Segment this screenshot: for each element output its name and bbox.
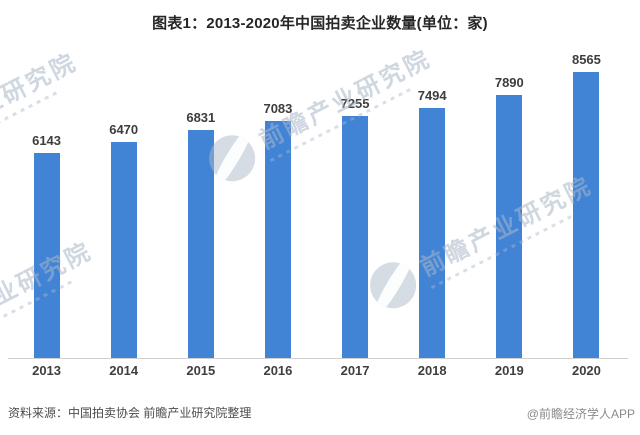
credit-note: @前瞻经济学人APP (526, 407, 635, 421)
bar-column: 8565 (548, 52, 625, 358)
bar-column: 7890 (471, 75, 548, 358)
bar (264, 121, 291, 358)
bar-value-label: 6143 (32, 133, 62, 148)
x-axis-line (8, 358, 628, 359)
bar (342, 116, 369, 358)
x-axis-tick-labels: 2013 2014 2015 2016 2017 2018 2019 2020 (8, 363, 625, 378)
bar-value-label: 7083 (263, 101, 293, 116)
bar-column: 7083 (239, 101, 316, 358)
bar-value-label: 7494 (417, 88, 447, 103)
x-axis-tick-label: 2017 (340, 363, 370, 378)
source-note: 资料来源：中国拍卖协会 前瞻产业研究院整理 (8, 406, 252, 420)
x-axis-tick-label: 2014 (109, 363, 139, 378)
bar-column: 6831 (162, 110, 239, 358)
x-axis-tick-label: 2019 (494, 363, 524, 378)
bar-column: 7255 (317, 96, 394, 358)
bar-column: 6470 (85, 122, 162, 358)
x-axis-tick-label: 2016 (263, 363, 293, 378)
bar-value-label: 6831 (186, 110, 216, 125)
bar-plot-area: 6143 6470 6831 7083 7255 7494 7890 8565 (8, 0, 625, 358)
bar (110, 142, 137, 358)
bar-column: 7494 (394, 88, 471, 358)
x-axis-tick-label: 2013 (32, 363, 62, 378)
bar-value-label: 6470 (109, 122, 139, 137)
bar (187, 130, 214, 358)
bar (573, 72, 600, 358)
bar-value-label: 7255 (340, 96, 370, 111)
x-axis-tick-label: 2018 (417, 363, 447, 378)
bar (33, 153, 60, 358)
bar-column: 6143 (8, 133, 85, 358)
bar-value-label: 7890 (494, 75, 524, 90)
x-axis-tick-label: 2020 (571, 363, 601, 378)
bar (496, 95, 523, 358)
bar-value-label: 8565 (571, 52, 601, 67)
bar (419, 108, 446, 358)
x-axis-tick-label: 2015 (186, 363, 216, 378)
chart-title: 图表1：2013-2020年中国拍卖企业数量(单位：家) (152, 15, 488, 32)
